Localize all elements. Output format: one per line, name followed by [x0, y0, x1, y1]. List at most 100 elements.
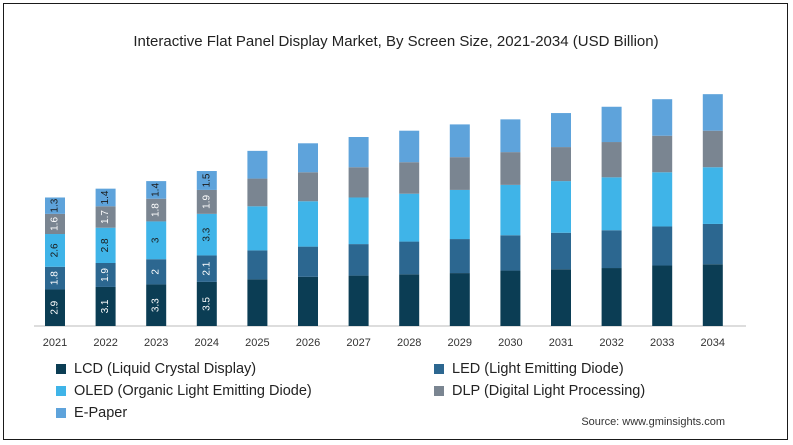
x-tick-2023: 2023: [144, 337, 168, 349]
bar-led-2026: [298, 246, 318, 277]
bar-dlp-2032: [601, 142, 622, 178]
bar-lcd-2029: [449, 273, 470, 326]
bar-dlp-2027: [348, 167, 369, 198]
x-tick-2033: 2033: [650, 337, 674, 349]
bar-oled-2021: [45, 234, 65, 267]
bar-epaper-2032: [601, 106, 622, 143]
chart-title: Interactive Flat Panel Display Market, B…: [133, 33, 658, 50]
x-tick-2026: 2026: [296, 337, 320, 349]
bar-dlp-2025: [247, 178, 268, 207]
bar-oled-2023: [146, 221, 167, 260]
x-tick-2030: 2030: [498, 337, 522, 349]
data-label-led-2023: 2: [151, 269, 162, 275]
bar-oled-2032: [601, 177, 622, 231]
data-label-led-2024: 2.1: [201, 261, 212, 275]
bar-dlp-2033: [652, 135, 673, 173]
x-tick-2024: 2024: [195, 337, 219, 349]
bar-lcd-2022: [95, 286, 116, 326]
bar-oled-2028: [399, 193, 420, 242]
legend-swatch-lcd: [56, 364, 66, 374]
data-label-lcd-2021: 2.9: [50, 300, 61, 314]
bar-epaper-2034: [702, 94, 723, 131]
x-tick-2034: 2034: [701, 337, 725, 349]
data-label-lcd-2022: 3.1: [100, 299, 111, 313]
bar-led-2033: [652, 226, 673, 266]
legend-item-epaper: E-Paper: [56, 405, 127, 421]
bar-oled-2022: [95, 227, 116, 263]
bar-lcd-2024: [196, 281, 217, 326]
bar-led-2022: [95, 263, 116, 287]
x-tick-2028: 2028: [397, 337, 421, 349]
data-label-epaper-2024: 1.5: [201, 173, 212, 187]
bar-lcd-2031: [551, 269, 571, 326]
bar-lcd-2030: [500, 270, 521, 326]
bar-lcd-2027: [348, 275, 369, 326]
bar-dlp-2022: [95, 206, 116, 228]
bar-oled-2033: [652, 172, 673, 227]
bar-lcd-2026: [298, 276, 318, 326]
legend-label-epaper: E-Paper: [74, 405, 128, 421]
bar-oled-2025: [247, 206, 268, 251]
bar-dlp-2030: [500, 152, 521, 185]
bar-dlp-2026: [298, 172, 318, 202]
bar-led-2023: [146, 259, 167, 285]
bar-led-2032: [601, 230, 622, 269]
bars-group: 2.9 1.8 2.6 1.6 1.3 3.1 1.9 2.8 1.7 1.4 3.3 2 3 1.8 1.…: [45, 94, 723, 326]
bar-epaper-2031: [551, 113, 571, 148]
data-label-oled-2022: 2.8: [100, 238, 111, 252]
x-tick-2029: 2029: [448, 337, 472, 349]
bar-epaper-2026: [298, 143, 318, 173]
bar-epaper-2022: [95, 188, 116, 207]
data-label-dlp-2021: 1.6: [50, 217, 61, 231]
bar-lcd-2021: [45, 289, 65, 326]
bar-led-2029: [449, 239, 470, 274]
bar-lcd-2025: [247, 279, 268, 326]
x-tick-2027: 2027: [346, 337, 370, 349]
chart-canvas: Interactive Flat Panel Display Market, B…: [34, 33, 746, 349]
bar-epaper-2030: [500, 119, 521, 153]
bar-led-2027: [348, 244, 369, 276]
legend-item-led: LED (Light Emitting Diode): [434, 361, 624, 377]
bar-epaper-2028: [399, 130, 420, 163]
bar-oled-2024: [196, 213, 217, 256]
bar-led-2028: [399, 241, 420, 275]
bar-led-2021: [45, 266, 65, 290]
bar-epaper-2029: [449, 124, 470, 158]
data-label-oled-2024: 3.3: [201, 227, 212, 241]
bar-oled-2026: [298, 201, 318, 247]
data-label-lcd-2023: 3.3: [151, 298, 162, 312]
bar-epaper-2024: [196, 171, 217, 190]
bar-oled-2030: [500, 184, 521, 236]
data-label-lcd-2024: 3.5: [201, 297, 212, 311]
bar-led-2034: [702, 223, 723, 265]
bar-led-2025: [247, 250, 268, 280]
data-label-dlp-2024: 1.9: [201, 195, 212, 209]
bar-epaper-2023: [146, 181, 167, 199]
legend-item-lcd: LCD (Liquid Crystal Display): [56, 361, 256, 377]
bar-epaper-2021: [45, 197, 65, 214]
bar-led-2031: [551, 232, 571, 270]
bar-epaper-2027: [348, 137, 369, 168]
legend-label-led: LED (Light Emitting Diode): [452, 361, 624, 377]
bar-dlp-2024: [196, 189, 217, 214]
bar-dlp-2029: [449, 157, 470, 190]
bar-epaper-2025: [247, 150, 268, 179]
legend-label-dlp: DLP (Digital Light Processing): [452, 383, 646, 399]
data-label-led-2022: 1.9: [100, 268, 111, 282]
bar-lcd-2032: [601, 268, 622, 326]
legend-swatch-oled: [56, 386, 66, 396]
legend-swatch-epaper: [56, 408, 66, 418]
bar-epaper-2033: [652, 99, 673, 136]
data-label-dlp-2022: 1.7: [100, 210, 111, 224]
bar-led-2030: [500, 235, 521, 271]
bar-oled-2031: [551, 181, 571, 233]
data-label-dlp-2023: 1.8: [151, 203, 162, 217]
legend-swatch-dlp: [434, 386, 444, 396]
x-tick-2031: 2031: [549, 337, 573, 349]
x-tick-2021: 2021: [43, 337, 67, 349]
data-label-epaper-2021: 1.3: [50, 198, 61, 212]
legend-item-oled: OLED (Organic Light Emitting Diode): [56, 383, 312, 399]
legend-label-oled: OLED (Organic Light Emitting Diode): [74, 383, 312, 399]
legend-swatch-led: [434, 364, 444, 374]
data-label-led-2021: 1.8: [50, 271, 61, 285]
